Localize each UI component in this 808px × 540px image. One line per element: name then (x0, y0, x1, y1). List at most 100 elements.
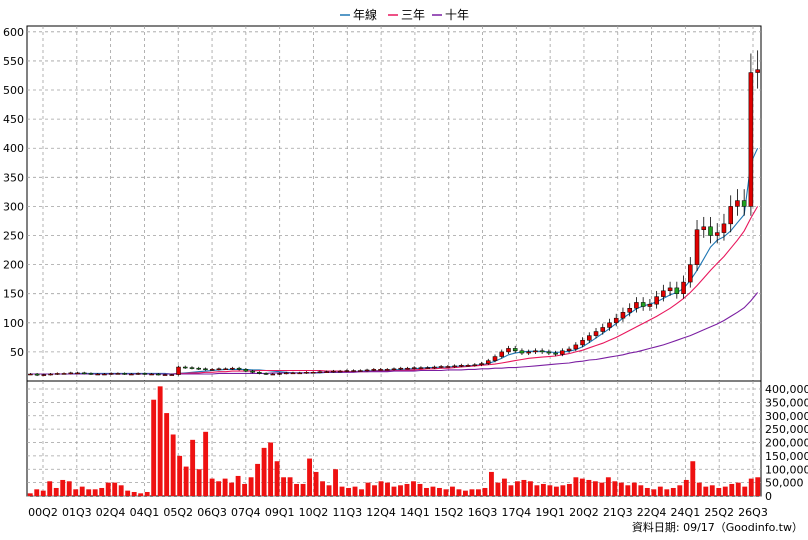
candle-body (512, 348, 518, 351)
x-tick-label: 06Q3 (197, 506, 227, 519)
volume-bar (294, 483, 300, 496)
candle-body (209, 369, 215, 371)
x-tick-label: 25Q2 (704, 506, 734, 519)
candle-body (607, 322, 612, 328)
volume-bar (586, 479, 592, 496)
volume-bar (73, 489, 79, 496)
candle-body (391, 368, 397, 371)
candle-body (620, 312, 626, 319)
candle-body (81, 372, 87, 375)
volume-bar (203, 431, 209, 496)
x-tick-label: 16Q3 (468, 506, 498, 519)
candle-body (486, 360, 491, 364)
candle-body (331, 370, 336, 373)
candle-body (748, 72, 754, 207)
candle-body (263, 373, 269, 375)
candle-body (61, 373, 67, 375)
price-y-tick-label: 400 (3, 142, 24, 155)
x-tick-label: 14Q1 (400, 506, 430, 519)
volume-bar (748, 478, 754, 496)
candle-body (304, 372, 309, 374)
volume-bar (209, 478, 215, 496)
candle-body (533, 350, 538, 353)
volume-bar (40, 490, 46, 496)
volume-bar (268, 442, 274, 496)
volume-bar (527, 481, 533, 496)
candle-body (411, 367, 417, 369)
volume-bar (287, 477, 293, 496)
candle-body (297, 372, 302, 375)
volume-bar (346, 487, 351, 496)
x-tick-label: 07Q4 (231, 506, 261, 519)
candle-body (566, 348, 572, 351)
x-tick-label: 04Q1 (130, 506, 160, 519)
candle-body (48, 373, 53, 376)
candle-body (337, 370, 343, 373)
price-grid (27, 26, 761, 381)
volume-bar (177, 455, 183, 496)
volume-bar (430, 486, 436, 496)
volume-bar (735, 482, 741, 496)
candle-body (627, 308, 632, 313)
candle-body (55, 373, 60, 375)
volume-bar (170, 434, 176, 496)
candle-body (418, 367, 424, 369)
volume-bar (677, 485, 683, 496)
candle-body (613, 317, 619, 324)
candle-body (149, 373, 154, 376)
volume-bar (579, 478, 585, 496)
candle-body (344, 370, 350, 372)
volume-bar (683, 479, 689, 496)
volume-bar (411, 481, 416, 496)
candle-body (364, 369, 370, 372)
volume-y-axis: 050,000100,000150,000200,000250,000300,0… (765, 383, 808, 503)
volume-bar (560, 485, 566, 496)
candle-body (708, 226, 713, 236)
volume-bar (664, 489, 670, 496)
candle-body (115, 373, 121, 375)
candle-body (405, 367, 410, 370)
volume-bar (456, 489, 462, 496)
candle-body (519, 350, 525, 354)
volume-bar (248, 477, 254, 496)
candle-body (75, 372, 80, 375)
volume-bar (144, 491, 150, 496)
volume-bar (320, 481, 325, 496)
candle-body (378, 369, 383, 371)
volume-bar (365, 482, 371, 496)
volume-bar (690, 461, 696, 496)
candle-body (371, 369, 377, 371)
volume-bar (424, 487, 429, 496)
candle-body (573, 344, 579, 350)
price-y-tick-label: 50 (10, 346, 24, 359)
candle-body (661, 290, 666, 297)
candle-body (108, 373, 114, 375)
candle-body (506, 348, 511, 353)
candle-body (135, 373, 141, 375)
x-tick-label: 10Q2 (299, 506, 329, 519)
volume-bar (566, 483, 572, 496)
candle-body (257, 372, 262, 374)
price-y-tick-label: 300 (3, 200, 24, 213)
candle-body (714, 232, 720, 236)
volume-bar (235, 475, 241, 496)
candle-body (587, 335, 592, 341)
candle-body (317, 371, 323, 373)
volume-bar (670, 487, 676, 496)
volume-bar (131, 491, 137, 496)
price-y-tick-label: 350 (3, 171, 24, 184)
volume-bar (547, 485, 553, 496)
x-tick-label: 15Q2 (434, 506, 464, 519)
candle-body (560, 350, 565, 355)
candle-body (701, 226, 707, 230)
x-tick-label: 00Q2 (28, 506, 58, 519)
x-tick-label: 26Q3 (738, 506, 768, 519)
volume-bar (274, 461, 280, 496)
candle-body (492, 356, 498, 361)
volume-bar (300, 483, 306, 496)
volume-bar (391, 486, 397, 496)
candle-body (290, 372, 296, 375)
volume-bar (86, 489, 92, 496)
candlesticks (28, 50, 760, 377)
volume-bar (534, 485, 540, 496)
